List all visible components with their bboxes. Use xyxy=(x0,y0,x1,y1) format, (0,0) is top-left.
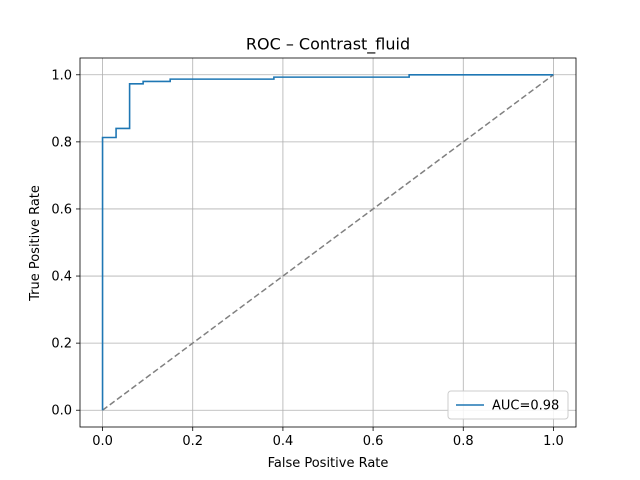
chart-title: ROC – Contrast_fluid xyxy=(246,35,410,55)
x-tick-label-5: 1.0 xyxy=(543,434,564,449)
y-tick-label-4: 0.8 xyxy=(51,135,72,150)
legend-label-0: AUC=0.98 xyxy=(492,399,559,414)
x-tick-label-0: 0.0 xyxy=(92,434,113,449)
legend-box xyxy=(447,390,569,420)
plot-area: 0.0 0.2 0.4 0.6 0.8 1.0 0.0 0.2 0.4 0.6 0.8 1.0 AUC=… xyxy=(51,57,577,449)
x-tick-label-3: 0.6 xyxy=(363,434,384,449)
axes-frame xyxy=(79,57,577,428)
y-tick-label-1: 0.2 xyxy=(51,337,72,352)
y-axis-label: True Positive Rate xyxy=(28,185,43,302)
x-tick-label-2: 0.4 xyxy=(273,434,294,449)
chance-diagonal-line xyxy=(102,74,554,411)
y-tick-label-2: 0.4 xyxy=(51,270,72,285)
y-tick-label-0: 0.0 xyxy=(51,404,72,419)
x-tick-label-1: 0.2 xyxy=(182,434,203,449)
roc-curve-line-0 xyxy=(101,73,554,411)
y-tick-label-3: 0.6 xyxy=(51,202,72,217)
x-tick-label-4: 0.8 xyxy=(453,434,474,449)
x-axis-label: False Positive Rate xyxy=(268,456,389,471)
y-tick-label-5: 1.0 xyxy=(51,68,72,83)
